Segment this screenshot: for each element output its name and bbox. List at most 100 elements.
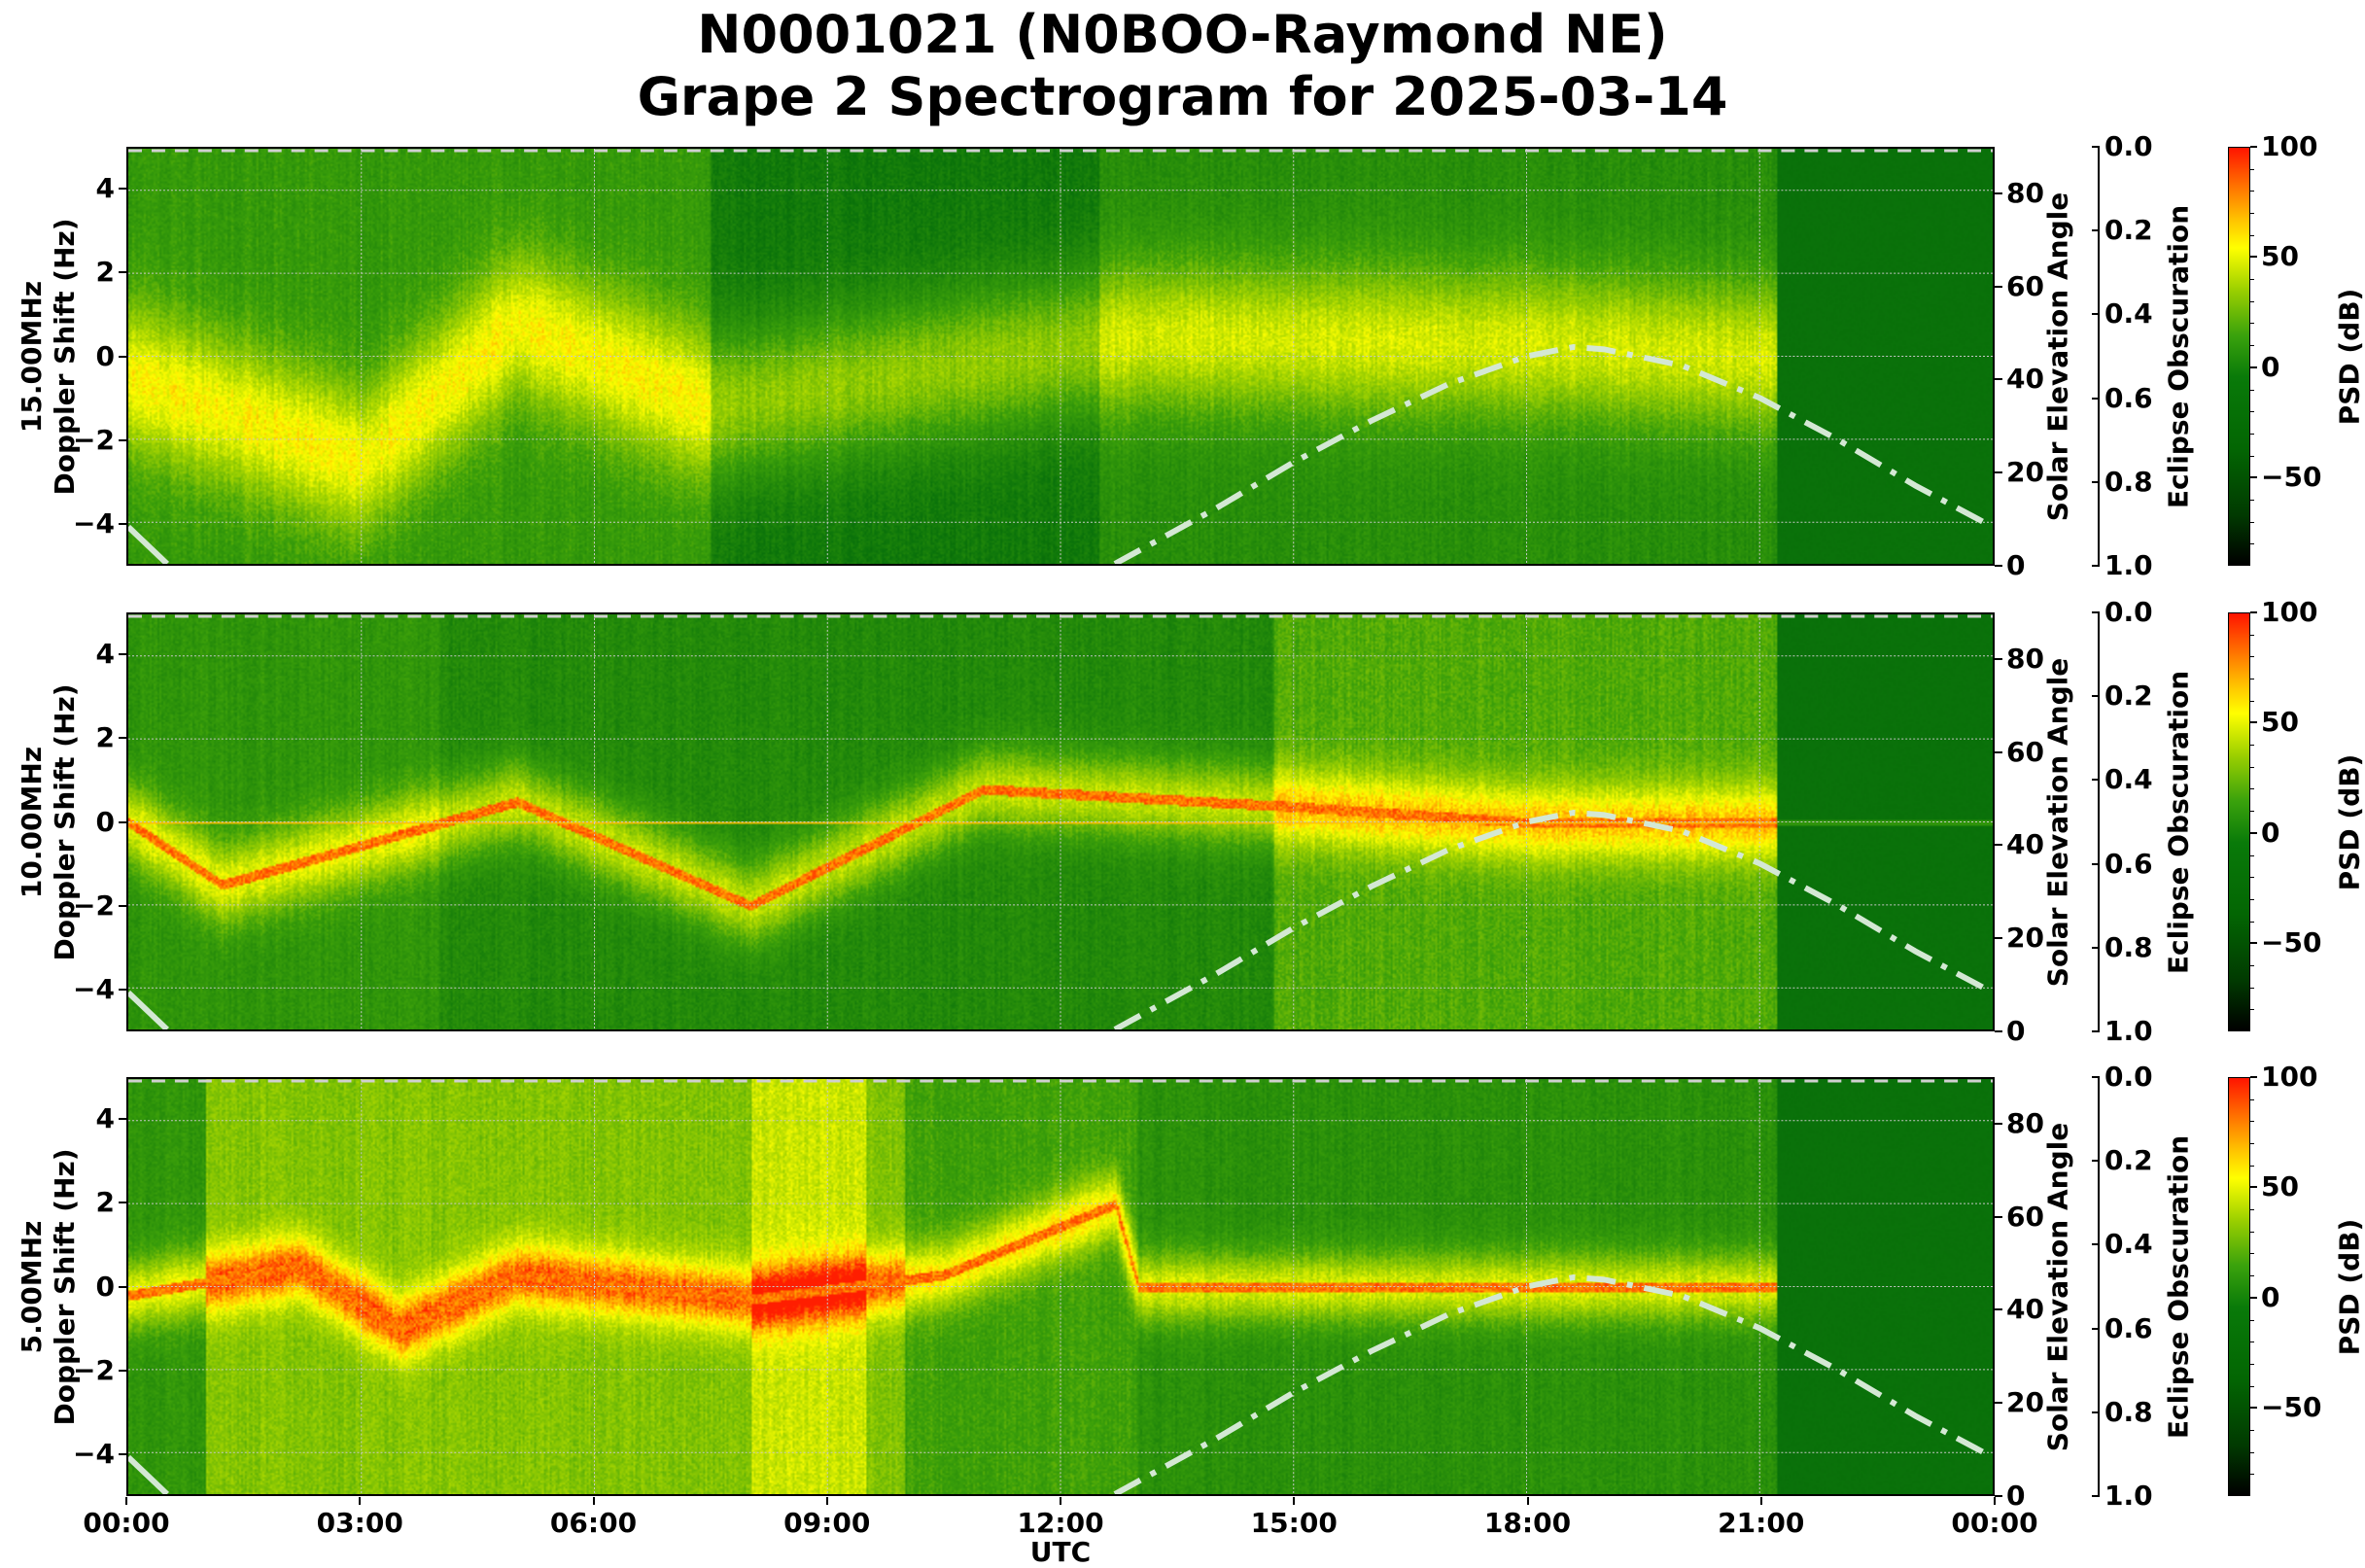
solar-tick-mark	[1995, 1215, 2002, 1218]
eclipse-axis-line	[2098, 147, 2100, 566]
cbar-tick-mark	[2250, 831, 2257, 834]
x-tick-mark	[1060, 1497, 1061, 1505]
x-tick-label: 09:00	[783, 1507, 871, 1539]
cbar-minor-tick	[2250, 389, 2254, 391]
cbar-tick-mark	[2250, 146, 2257, 148]
cbar-tick-label: 100	[2261, 130, 2318, 162]
cbar-minor-tick	[2250, 1009, 2254, 1011]
cbar-tick-mark	[2250, 1186, 2257, 1189]
plot-overlay	[128, 614, 1993, 1029]
eclipse-tick-mark	[2092, 480, 2100, 483]
cbar-minor-tick	[2250, 1319, 2254, 1321]
cbar-tick-mark	[2250, 1296, 2257, 1299]
eclipse-tick-label: 0.2	[2104, 1144, 2153, 1177]
y-tick-mark	[119, 653, 126, 656]
cbar-minor-tick	[2250, 854, 2254, 856]
solar-tick-mark	[1995, 844, 2002, 847]
solar-tick-label: 40	[2006, 1293, 2044, 1326]
x-tick-mark	[1994, 1497, 1996, 1505]
x-axis-ticks: 00:00 03:00 06:00 09:00 12:00 15:00 18:00 21:00…	[0, 1497, 2365, 1551]
x-tick-mark	[1526, 1497, 1529, 1505]
y-tick-label: −2	[73, 423, 115, 456]
solar-tick-mark	[1995, 285, 2002, 288]
eclipse-axis-line	[2098, 1077, 2100, 1496]
y-tick-label: 4	[95, 172, 115, 205]
cbar-minor-tick	[2250, 1098, 2254, 1100]
cbar-tick-label: 50	[2261, 706, 2299, 739]
solar-tick-label: 0	[2006, 1480, 2026, 1512]
cbar-tick-mark	[2250, 1407, 2257, 1410]
eclipse-tick-mark	[2092, 565, 2100, 567]
cbar-label: PSD (dB)	[2333, 753, 2365, 891]
y-tick-label: 2	[95, 721, 115, 754]
cbar-minor-tick	[2250, 964, 2254, 966]
eclipse-tick-label: 0.2	[2104, 679, 2153, 713]
eclipse-tick-mark	[2092, 1243, 2100, 1246]
eclipse-axis-label: Eclipse Obscuration	[2162, 204, 2195, 509]
cbar-tick-label: 50	[2261, 1170, 2299, 1203]
solar-tick-label: 80	[2006, 1106, 2044, 1139]
y-axis-label: 15.00MHz Doppler Shift (Hz)	[0, 147, 97, 567]
eclipse-tick-mark	[2092, 313, 2100, 316]
y-tick-mark	[119, 188, 126, 191]
eclipse-axis-line	[2098, 612, 2100, 1031]
y-tick-mark	[119, 1202, 126, 1204]
y-tick-mark	[119, 988, 126, 991]
cbar-minor-tick	[2250, 745, 2254, 747]
eclipse-tick-label: 0.8	[2104, 1395, 2153, 1428]
eclipse-tick-mark	[2092, 862, 2100, 865]
eclipse-tick-label: 0.8	[2104, 465, 2153, 498]
psd-colorbar	[2228, 612, 2250, 1031]
y-tick-mark	[119, 904, 126, 907]
cbar-tick-label: 0	[2261, 350, 2280, 383]
cbar-minor-tick	[2250, 499, 2254, 501]
frequency-label: 10.00MHz	[16, 746, 48, 899]
plot-overlay	[128, 149, 1993, 564]
y-tick-label: 0	[95, 1270, 115, 1303]
eclipse-tick-label: 0.0	[2104, 1061, 2153, 1093]
x-tick-mark	[825, 1497, 828, 1505]
solar-tick-label: 60	[2006, 735, 2044, 768]
solar-tick-mark	[1995, 937, 2002, 940]
cbar-minor-tick	[2250, 656, 2254, 658]
y-tick-label: 2	[95, 1186, 115, 1219]
x-axis-label: UTC	[1029, 1536, 1092, 1568]
cbar-minor-tick	[2250, 987, 2254, 989]
x-tick-mark	[1293, 1497, 1296, 1505]
eclipse-tick-mark	[2092, 1495, 2100, 1497]
y-tick-label: −4	[73, 972, 115, 1005]
y-axis-label: 5.00MHz Doppler Shift (Hz)	[0, 1077, 97, 1497]
solar-tick-mark	[1995, 471, 2002, 474]
y-tick-mark	[119, 438, 126, 441]
solar-tick-label: 80	[2006, 176, 2044, 209]
cbar-tick-label: −50	[2261, 1391, 2322, 1424]
eclipse-tick-label: 0.8	[2104, 930, 2153, 963]
y-tick-mark	[119, 271, 126, 274]
cbar-minor-tick	[2250, 700, 2254, 702]
cbar-tick-label: −50	[2261, 926, 2322, 959]
eclipse-tick-mark	[2092, 146, 2100, 148]
cbar-minor-tick	[2250, 433, 2254, 435]
eclipse-tick-mark	[2092, 229, 2100, 232]
cbar-minor-tick	[2250, 1121, 2254, 1123]
eclipse-tick-mark	[2092, 1076, 2100, 1078]
spectrogram-plot	[126, 147, 1995, 566]
spectrogram-plot	[126, 612, 1995, 1031]
cbar-minor-tick	[2250, 921, 2254, 923]
solar-tick-label: 0	[2006, 549, 2026, 581]
cbar-minor-tick	[2250, 1209, 2254, 1211]
x-tick-label: 15:00	[1250, 1507, 1338, 1539]
eclipse-tick-mark	[2092, 1030, 2100, 1032]
cbar-tick-mark	[2250, 366, 2257, 368]
cbar-minor-tick	[2250, 1253, 2254, 1255]
y-tick-mark	[119, 1452, 126, 1455]
frequency-label: 15.00MHz	[16, 280, 48, 434]
eclipse-tick-label: 1.0	[2104, 1480, 2153, 1512]
y-tick-mark	[119, 1118, 126, 1121]
cbar-minor-tick	[2250, 521, 2254, 523]
y-tick-label: −4	[73, 506, 115, 540]
cbar-minor-tick	[2250, 1143, 2254, 1145]
cbar-minor-tick	[2250, 543, 2254, 545]
cbar-tick-mark	[2250, 721, 2257, 724]
solar-tick-label: 0	[2006, 1015, 2026, 1047]
